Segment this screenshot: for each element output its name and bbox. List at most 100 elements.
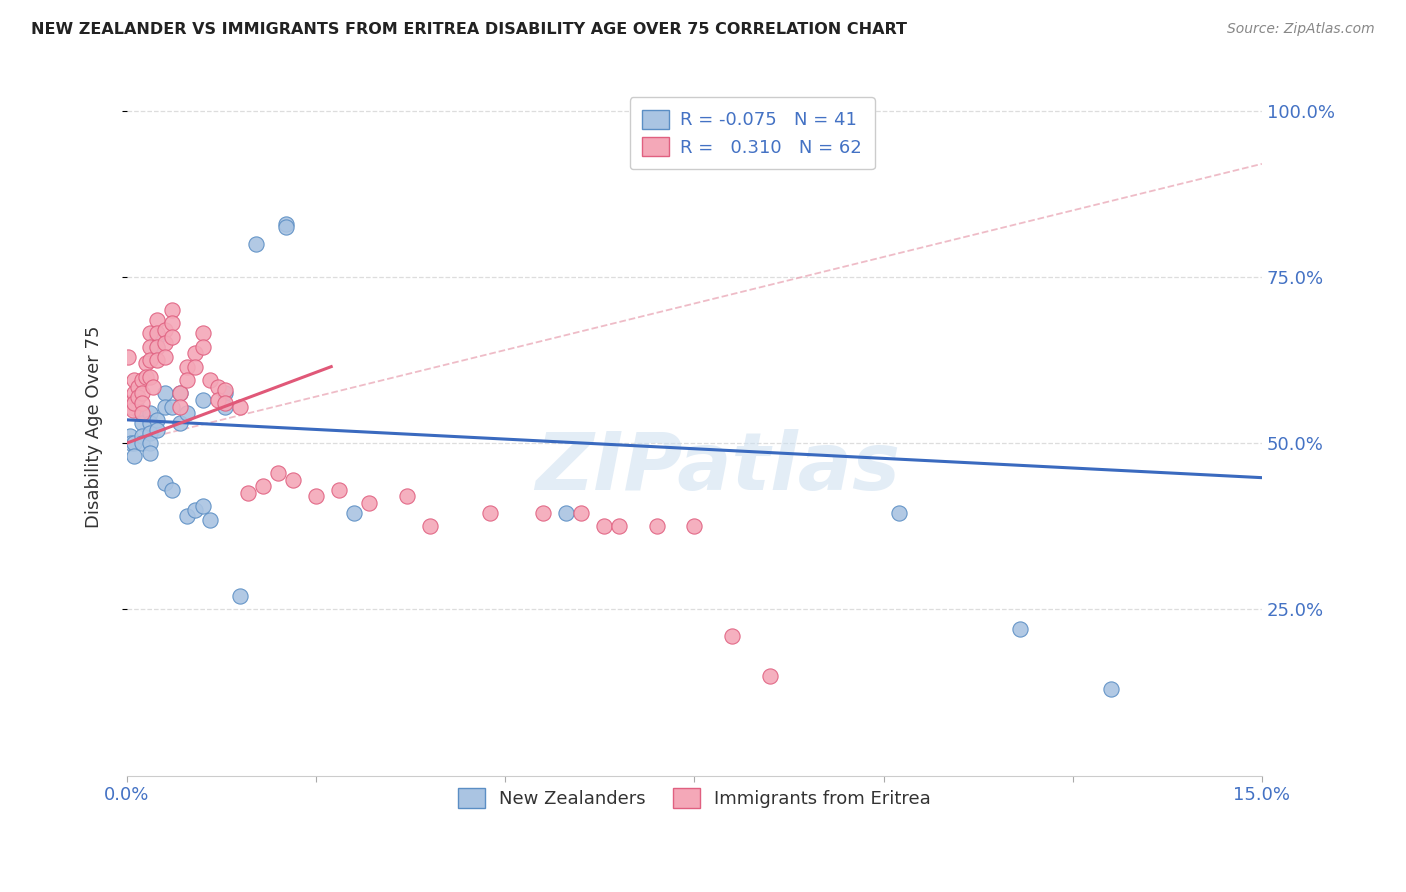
Point bbox=[146, 413, 169, 427]
Point bbox=[162, 303, 184, 318]
Point bbox=[162, 329, 184, 343]
Point bbox=[122, 402, 145, 417]
Point bbox=[127, 390, 149, 404]
Point bbox=[124, 396, 146, 410]
Point bbox=[214, 396, 236, 410]
Point bbox=[131, 373, 153, 387]
Point bbox=[479, 506, 502, 520]
Point bbox=[138, 436, 160, 450]
Y-axis label: Disability Age Over 75: Disability Age Over 75 bbox=[86, 326, 103, 528]
Point bbox=[395, 489, 418, 503]
Point bbox=[138, 426, 160, 441]
Point bbox=[169, 386, 191, 401]
Point bbox=[176, 509, 198, 524]
Point bbox=[283, 473, 305, 487]
Point bbox=[169, 400, 191, 414]
Point bbox=[138, 353, 160, 368]
Point bbox=[124, 436, 146, 450]
Point bbox=[607, 519, 630, 533]
Point bbox=[214, 400, 236, 414]
Point bbox=[592, 519, 614, 533]
Point bbox=[184, 359, 207, 374]
Point bbox=[162, 400, 184, 414]
Point bbox=[124, 373, 146, 387]
Point bbox=[138, 326, 160, 341]
Point bbox=[176, 373, 198, 387]
Point bbox=[198, 373, 221, 387]
Point bbox=[127, 379, 149, 393]
Point bbox=[184, 346, 207, 360]
Point bbox=[142, 379, 165, 393]
Point bbox=[138, 340, 160, 354]
Point bbox=[124, 450, 146, 464]
Point bbox=[118, 396, 141, 410]
Point bbox=[138, 446, 160, 460]
Point bbox=[117, 350, 139, 364]
Point bbox=[176, 406, 198, 420]
Point bbox=[207, 379, 229, 393]
Point bbox=[274, 217, 297, 231]
Point bbox=[236, 486, 259, 500]
Point bbox=[135, 369, 157, 384]
Point bbox=[153, 400, 176, 414]
Point bbox=[343, 506, 366, 520]
Point bbox=[146, 340, 169, 354]
Text: NEW ZEALANDER VS IMMIGRANTS FROM ERITREA DISABILITY AGE OVER 75 CORRELATION CHAR: NEW ZEALANDER VS IMMIGRANTS FROM ERITREA… bbox=[31, 22, 907, 37]
Point bbox=[146, 423, 169, 437]
Point bbox=[357, 496, 380, 510]
Point bbox=[645, 519, 668, 533]
Text: ZIPatlas: ZIPatlas bbox=[534, 429, 900, 508]
Point bbox=[683, 519, 706, 533]
Point bbox=[759, 669, 782, 683]
Point bbox=[191, 340, 214, 354]
Point bbox=[328, 483, 350, 497]
Point bbox=[146, 329, 169, 343]
Point bbox=[214, 386, 236, 401]
Point bbox=[138, 369, 160, 384]
Point bbox=[120, 436, 142, 450]
Point bbox=[267, 466, 290, 480]
Point bbox=[138, 406, 160, 420]
Point bbox=[131, 436, 153, 450]
Point bbox=[229, 589, 252, 603]
Point bbox=[146, 353, 169, 368]
Point bbox=[146, 340, 169, 354]
Point bbox=[135, 356, 157, 370]
Point bbox=[229, 400, 252, 414]
Point bbox=[214, 383, 236, 397]
Point bbox=[245, 236, 267, 251]
Point bbox=[153, 475, 176, 490]
Point bbox=[162, 483, 184, 497]
Point bbox=[131, 429, 153, 443]
Point bbox=[721, 629, 744, 643]
Point bbox=[138, 416, 160, 430]
Point bbox=[120, 400, 142, 414]
Point bbox=[169, 416, 191, 430]
Point bbox=[118, 429, 141, 443]
Point bbox=[153, 350, 176, 364]
Point bbox=[131, 406, 153, 420]
Point bbox=[146, 326, 169, 341]
Point bbox=[153, 323, 176, 337]
Point bbox=[419, 519, 441, 533]
Point bbox=[153, 386, 176, 401]
Point bbox=[127, 402, 149, 417]
Point bbox=[169, 386, 191, 401]
Point bbox=[207, 392, 229, 407]
Point bbox=[252, 479, 274, 493]
Point bbox=[153, 336, 176, 351]
Point bbox=[198, 512, 221, 526]
Text: Source: ZipAtlas.com: Source: ZipAtlas.com bbox=[1227, 22, 1375, 37]
Legend: New Zealanders, Immigrants from Eritrea: New Zealanders, Immigrants from Eritrea bbox=[450, 781, 938, 815]
Point bbox=[176, 359, 198, 374]
Point bbox=[131, 396, 153, 410]
Point bbox=[569, 506, 592, 520]
Point bbox=[191, 500, 214, 514]
Point bbox=[887, 506, 910, 520]
Point bbox=[305, 489, 328, 503]
Point bbox=[1099, 682, 1122, 697]
Point bbox=[531, 506, 554, 520]
Point bbox=[191, 392, 214, 407]
Point bbox=[191, 326, 214, 341]
Point bbox=[131, 386, 153, 401]
